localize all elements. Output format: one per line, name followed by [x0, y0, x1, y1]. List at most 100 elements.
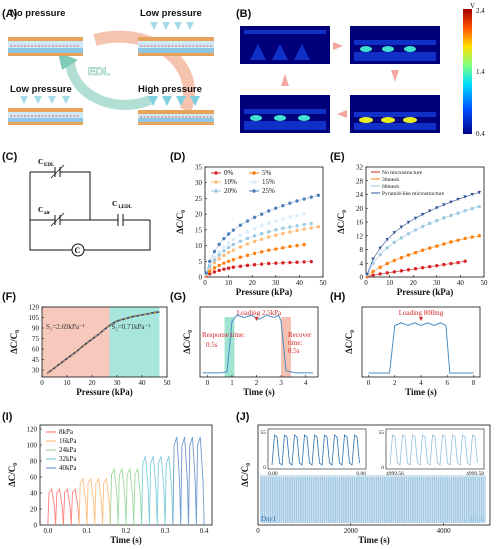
data-point [428, 246, 432, 250]
inset-frame [385, 428, 485, 470]
response-value: 0.5s [206, 341, 218, 349]
x-tick-label: 3 [279, 379, 283, 387]
y-tick-label: 20 [195, 211, 203, 219]
data-point [406, 231, 411, 236]
arrow-icon [58, 52, 78, 70]
data-point [378, 272, 382, 276]
x-axis-label: Time (s) [405, 387, 437, 397]
data-point [463, 195, 467, 199]
data-point [226, 250, 231, 255]
data-point [267, 209, 271, 213]
legend-label: 5% [262, 169, 272, 177]
data-point [208, 269, 212, 274]
x-tick-label: 0 [40, 379, 44, 387]
data-point [309, 226, 313, 230]
legend-label: 36mesh [382, 177, 399, 183]
cedl-sub: EDL [44, 163, 55, 168]
panel-label-i: (I) [2, 411, 13, 423]
data-point [435, 218, 439, 223]
data-point [231, 228, 236, 232]
panel-label-d: (D) [170, 151, 186, 163]
y-tick-label: 120 [27, 426, 38, 434]
legend-label: Pyramid-like microstructure [382, 191, 445, 197]
y-tick-label: 105 [29, 314, 40, 322]
data-point [281, 203, 285, 208]
data-point [259, 231, 264, 236]
y-tick-label: 0 [34, 522, 38, 530]
series-line [172, 436, 205, 526]
y-tick-label: 20 [30, 506, 38, 514]
legend-label: 15% [262, 178, 275, 186]
data-point [371, 273, 375, 277]
series-line [206, 261, 312, 277]
data-point [212, 258, 217, 262]
recover-label: Recover [288, 331, 312, 339]
plot-frame [257, 424, 491, 526]
legend-marker [252, 171, 256, 175]
y-tick-label: 10 [195, 242, 203, 250]
y-axis-label: ΔC/C₀ [182, 330, 192, 354]
loading-label: Loading 800mg [399, 309, 444, 317]
data-point [208, 264, 212, 269]
data-point [226, 232, 231, 236]
high-pressure-label: High pressure [138, 84, 202, 95]
data-point [449, 213, 453, 218]
y-tick-label: 60 [32, 346, 40, 354]
y-tick-label: 12 [356, 232, 364, 240]
data-point [449, 261, 453, 266]
data-point [274, 206, 278, 210]
y-axis-label: ΔC/C₀ [344, 330, 354, 354]
legend-label: 10% [224, 178, 237, 186]
data-point [222, 267, 226, 271]
shaded-region [109, 307, 160, 377]
y-axis-label: ΔC/C₀ [175, 210, 185, 234]
device-no-pressure [8, 37, 83, 56]
panel-label-a: (A) [2, 8, 18, 20]
colorbar-min: 0.4 [476, 130, 485, 138]
data-point [281, 246, 285, 250]
data-point [427, 209, 432, 213]
inset-x-tick: 4999.56 [386, 471, 404, 477]
legend-label: 40kPa [59, 464, 77, 472]
data-point [259, 250, 264, 254]
y-tick-label: 24 [356, 191, 364, 199]
low-pressure-bottom-label: Low pressure [10, 84, 72, 95]
chart-h: 0 2 4 6 8 Time (s) ΔC/C₀ Loading 800mg [344, 306, 481, 397]
data-point [428, 264, 432, 269]
data-point [274, 228, 278, 232]
cair-label: C [38, 205, 43, 214]
device-low-pressure-bottom [8, 96, 83, 125]
data-point [259, 262, 264, 266]
arrow-right-icon [333, 42, 343, 50]
data-point [470, 235, 474, 239]
data-point [442, 216, 446, 220]
y-tick-label: 28 [356, 177, 364, 185]
y-axis-label: ΔC/C₀ [336, 210, 346, 234]
data-point [371, 269, 375, 274]
data-point [463, 236, 467, 241]
inset-x-tick: 4999.58 [466, 471, 484, 477]
cledl-label: C [112, 199, 117, 208]
data-point [420, 224, 425, 229]
x-tick-label: 6 [445, 379, 449, 387]
data-point [226, 266, 231, 270]
panel-label-h: (H) [330, 291, 346, 303]
data-point [231, 258, 236, 262]
x-axis-label: Pressure (kPa) [236, 287, 292, 297]
inset-x-tick: 0.06 [356, 471, 366, 477]
x-tick-label: 10 [386, 279, 394, 287]
data-point [399, 236, 404, 240]
inset-line [389, 434, 478, 466]
chart-d: 0 10 20 30 40 50 0 5 10 15 20 25 30 35 Pressure (kPa) Δ… [175, 164, 327, 298]
data-point [392, 270, 397, 274]
x-tick-label: 40 [296, 279, 304, 287]
data-point [238, 264, 243, 269]
x-tick-label: 0.2 [122, 527, 131, 535]
data-point [288, 244, 292, 249]
legend-label: No microstructure [382, 170, 423, 176]
panel-label-f: (F) [2, 291, 16, 303]
data-point [245, 236, 250, 241]
data-point [267, 261, 271, 266]
legend-label: 25% [262, 187, 275, 195]
